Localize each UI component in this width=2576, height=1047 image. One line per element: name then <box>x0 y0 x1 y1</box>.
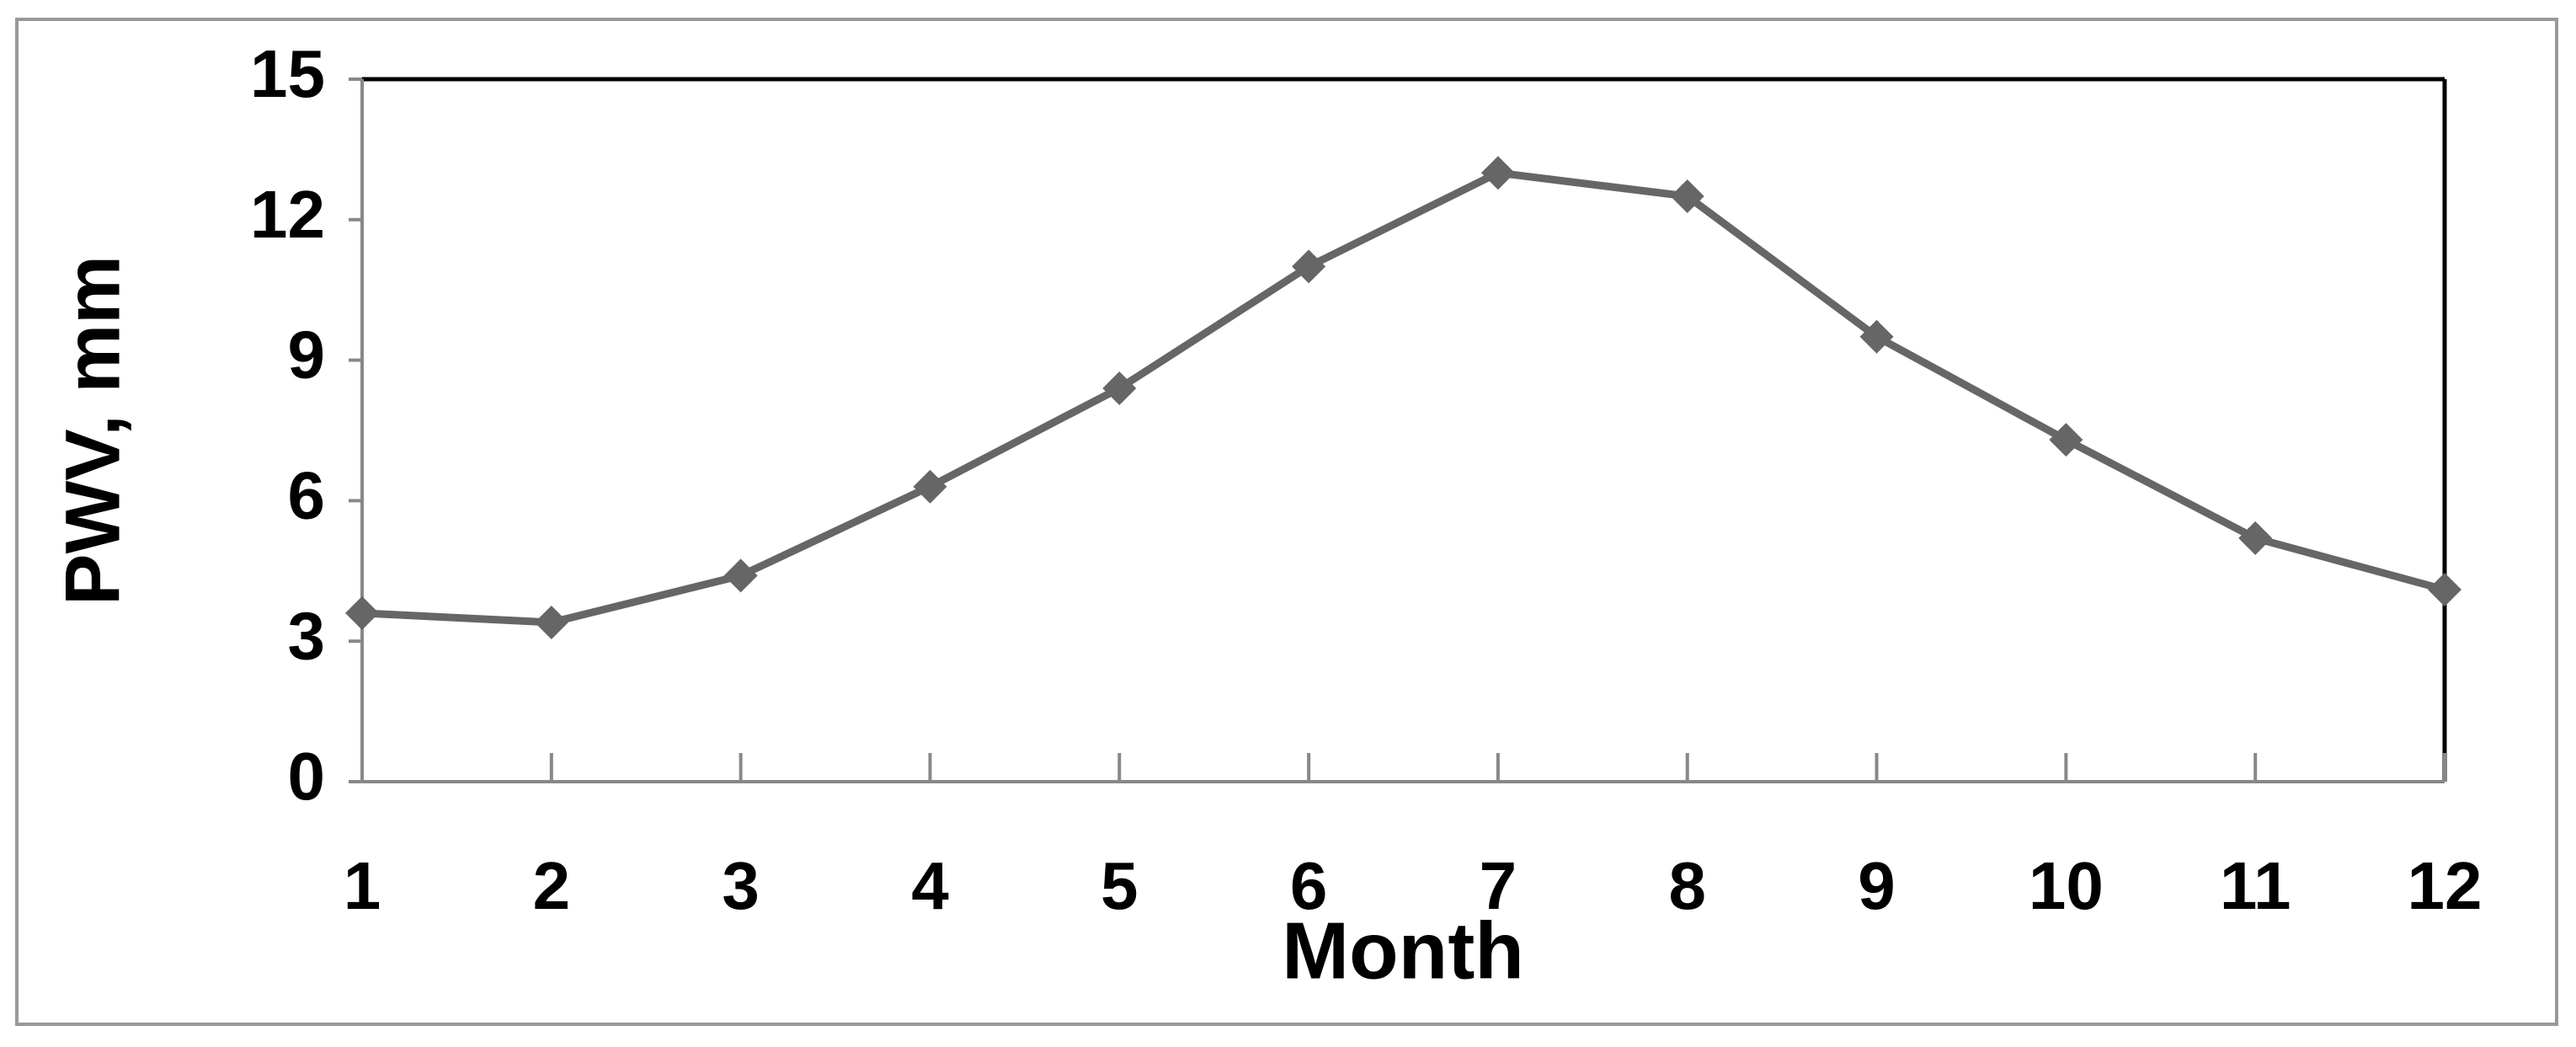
x-tick-label: 3 <box>722 848 760 923</box>
x-tick-label: 2 <box>533 848 571 923</box>
y-tick-label: 3 <box>288 598 326 673</box>
marker <box>534 605 568 639</box>
x-tick-label: 1 <box>344 848 381 923</box>
marker <box>1859 319 1894 354</box>
chart-border <box>15 18 2558 1026</box>
marker <box>2238 521 2273 555</box>
marker <box>1102 371 1137 405</box>
marker <box>2049 423 2083 457</box>
y-tick-label: 15 <box>250 36 325 111</box>
y-tick-label: 9 <box>288 318 326 393</box>
x-tick-label: 8 <box>1668 848 1706 923</box>
marker <box>1480 156 1515 190</box>
marker <box>1670 179 1704 213</box>
marker <box>345 596 379 630</box>
x-axis-label: Month <box>1282 905 1524 996</box>
x-tick-label: 5 <box>1101 848 1139 923</box>
marker <box>2428 573 2461 607</box>
y-tick-label: 6 <box>288 458 326 533</box>
y-axis-label: PWV, mm <box>50 255 136 606</box>
x-tick-label: 7 <box>1480 848 1517 923</box>
series-line <box>361 168 2446 627</box>
marker <box>1292 249 1326 284</box>
x-tick-label: 4 <box>911 848 949 923</box>
x-tick-label: 12 <box>2408 848 2483 923</box>
marker <box>913 469 947 504</box>
x-tick-label: 6 <box>1290 848 1328 923</box>
x-tick-label: 10 <box>2029 848 2104 923</box>
x-tick-label: 9 <box>1858 848 1896 923</box>
x-tick-label: 11 <box>2220 848 2291 923</box>
y-tick-label: 0 <box>288 739 326 814</box>
marker <box>723 558 758 593</box>
y-tick-label: 12 <box>250 177 325 252</box>
